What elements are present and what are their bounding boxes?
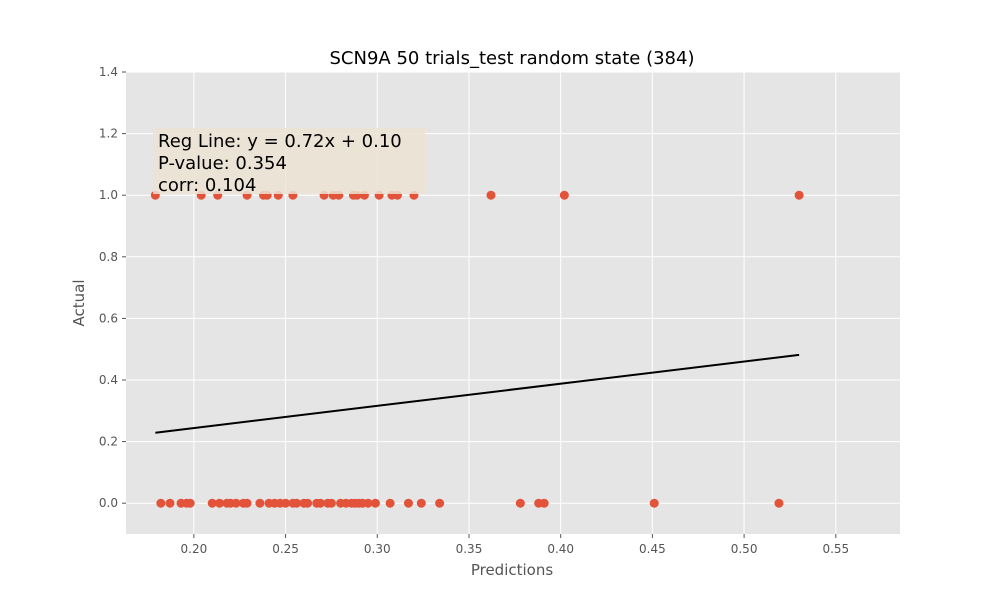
regression-line xyxy=(155,353,800,434)
y-tick-label: 0.8 xyxy=(99,250,118,264)
data-point xyxy=(774,498,784,508)
y-tick-label: 1.4 xyxy=(99,65,118,79)
data-point xyxy=(416,498,426,508)
y-tick-label: 1.2 xyxy=(99,127,118,141)
data-point xyxy=(539,498,549,508)
data-point xyxy=(649,498,659,508)
gridlines xyxy=(126,71,900,534)
y-tick-label: 0.4 xyxy=(99,373,118,387)
y-tick-label: 0.0 xyxy=(99,496,118,510)
data-point xyxy=(403,498,413,508)
data-point xyxy=(303,498,313,508)
data-point xyxy=(292,498,302,508)
data-point xyxy=(370,498,380,508)
x-tick-label: 0.45 xyxy=(639,542,666,556)
annotation-box: Reg Line: y = 0.72x + 0.10 P-value: 0.35… xyxy=(153,128,425,196)
data-point xyxy=(231,498,241,508)
data-point xyxy=(363,498,373,508)
data-point xyxy=(156,498,166,508)
y-tick-label: 0.2 xyxy=(99,435,118,449)
annotation-background xyxy=(153,128,425,194)
data-points xyxy=(150,190,804,508)
data-point xyxy=(215,498,225,508)
x-tick-label: 0.40 xyxy=(547,542,574,556)
data-point xyxy=(559,190,569,200)
data-point xyxy=(486,190,496,200)
data-point xyxy=(242,498,252,508)
x-tick-label: 0.35 xyxy=(456,542,483,556)
data-point xyxy=(794,190,804,200)
data-point xyxy=(326,498,336,508)
annotation-corr: corr: 0.104 xyxy=(158,175,256,196)
x-axis-ticks: 0.20 0.25 0.30 0.35 0.40 0.45 0.50 0.55 xyxy=(181,534,849,556)
y-tick-label: 1.0 xyxy=(99,188,118,202)
data-point xyxy=(515,498,525,508)
data-point xyxy=(281,498,291,508)
data-point xyxy=(315,498,325,508)
data-point xyxy=(207,498,217,508)
data-point xyxy=(435,498,445,508)
x-axis-label: Predictions xyxy=(471,561,554,579)
y-axis-label: Actual xyxy=(70,280,88,327)
x-tick-label: 0.30 xyxy=(364,542,391,556)
data-point xyxy=(185,498,195,508)
data-point xyxy=(385,498,395,508)
x-tick-label: 0.55 xyxy=(822,542,849,556)
x-tick-label: 0.25 xyxy=(272,542,299,556)
data-point xyxy=(165,498,175,508)
x-tick-label: 0.20 xyxy=(181,542,208,556)
chart-title: SCN9A 50 trials_test random state (384) xyxy=(330,48,695,69)
x-tick-label: 0.50 xyxy=(731,542,758,556)
annotation-regression: Reg Line: y = 0.72x + 0.10 xyxy=(158,131,402,152)
data-point xyxy=(255,498,265,508)
y-axis-ticks: 0.0 0.2 0.4 0.6 0.8 1.0 1.2 1.4 xyxy=(99,65,126,510)
annotation-pvalue: P-value: 0.354 xyxy=(158,153,287,174)
y-tick-label: 0.6 xyxy=(99,311,118,325)
